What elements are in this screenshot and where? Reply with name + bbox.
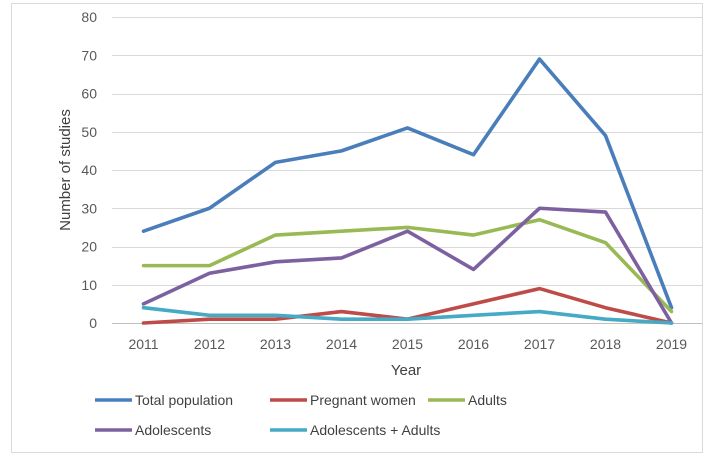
y-tick-label: 70 — [81, 47, 97, 63]
x-axis-ticks: 2011 2012 2013 2014 2015 2016 2017 2018 2019 — [128, 336, 687, 352]
y-tick-label: 60 — [81, 86, 97, 102]
y-tick-label: 0 — [89, 315, 97, 331]
series-line — [141, 217, 674, 314]
legend-label: Adolescents — [135, 422, 211, 438]
legend-label: Adults — [468, 392, 507, 408]
series-lines — [141, 57, 674, 325]
y-axis-ticks: 0 10 20 30 40 50 60 70 80 — [81, 9, 97, 331]
legend: Total population Pregnant women Adults Adol… — [95, 392, 507, 438]
x-tick-label: 2018 — [590, 336, 621, 352]
y-tick-label: 10 — [81, 277, 97, 293]
series-line — [141, 206, 674, 325]
x-tick-label: 2014 — [326, 336, 357, 352]
x-tick-label: 2011 — [128, 336, 158, 352]
x-axis-title: Year — [391, 362, 421, 379]
y-tick-label: 20 — [81, 239, 97, 255]
y-tick-label: 80 — [81, 9, 97, 25]
x-tick-label: 2017 — [524, 336, 555, 352]
x-tick-label: 2016 — [458, 336, 489, 352]
y-tick-label: 40 — [81, 162, 97, 178]
y-tick-label: 30 — [81, 200, 97, 216]
y-axis-title: Number of studies — [57, 109, 74, 231]
legend-label: Pregnant women — [310, 392, 416, 408]
y-tick-label: 50 — [81, 124, 97, 140]
x-tick-label: 2012 — [194, 336, 225, 352]
x-tick-label: 2013 — [260, 336, 291, 352]
x-tick-label: 2015 — [392, 336, 423, 352]
legend-label: Total population — [135, 392, 233, 408]
legend-label: Adolescents + Adults — [310, 422, 440, 438]
x-tick-label: 2019 — [656, 336, 687, 352]
chart-area — [11, 3, 703, 453]
